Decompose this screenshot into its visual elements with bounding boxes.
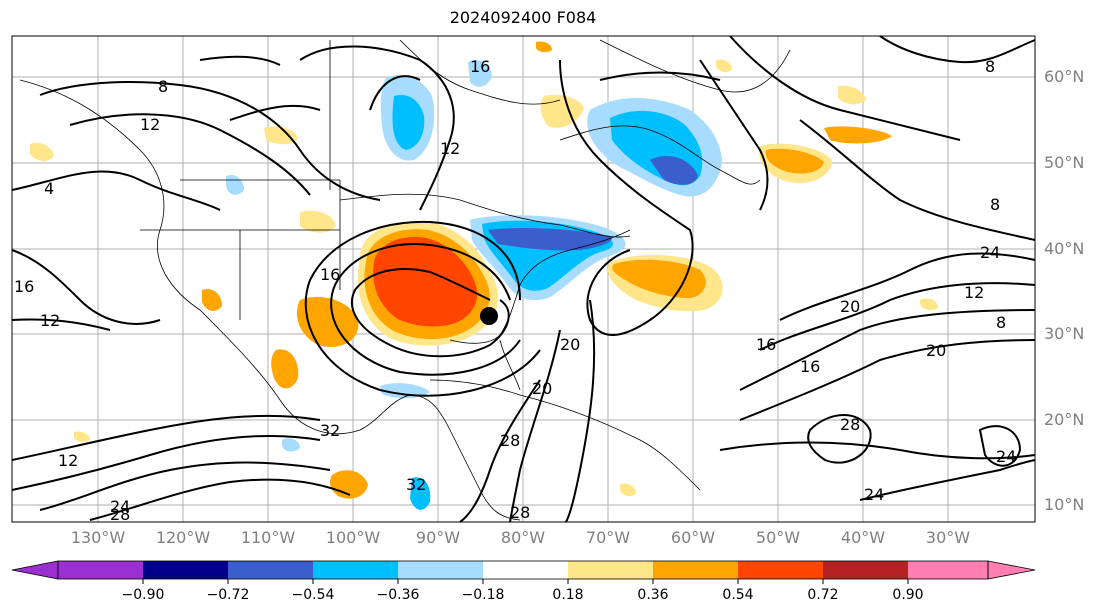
- colorbar-bin: [143, 561, 228, 579]
- storm-center-dot: [480, 307, 498, 325]
- colorbar-tick: −0.36: [376, 587, 420, 603]
- contour-label: 20: [926, 341, 946, 360]
- colorbar-tick: 0.18: [552, 587, 584, 603]
- contour-label: 8: [985, 57, 995, 76]
- contour-label: 16: [14, 277, 34, 296]
- colorbar-tick: 0.36: [637, 587, 669, 603]
- contour-label: 8: [990, 195, 1000, 214]
- lat-label: 50°N: [1044, 153, 1085, 172]
- contour-label: 16: [756, 335, 776, 354]
- shaded-fields: [30, 41, 938, 510]
- lon-label: 80°W: [500, 528, 546, 547]
- colorbar-bin: [908, 561, 988, 579]
- map-border: [11, 35, 1036, 523]
- contour-label: 28: [840, 415, 860, 434]
- contour-label: 28: [510, 503, 530, 522]
- lat-label: 60°N: [1044, 67, 1085, 86]
- colorbar-extend-low: [11, 560, 59, 580]
- contour-label: 32: [406, 475, 426, 494]
- lon-label: 70°W: [585, 528, 631, 547]
- colorbar-tick: −0.54: [291, 587, 335, 603]
- contour-label: 20: [840, 297, 860, 316]
- colorbar-bin: [313, 561, 398, 579]
- colorbar-bin: [398, 561, 483, 579]
- contour-label: 16: [470, 57, 490, 76]
- colorbar-tick: 0.90: [892, 587, 924, 603]
- colorbar-bin: [483, 561, 568, 579]
- contour-label: 24: [996, 447, 1016, 466]
- colorbar-bin: [738, 561, 823, 579]
- lon-label: 100°W: [325, 528, 381, 547]
- lon-label: 90°W: [415, 528, 461, 547]
- map-title: 2024092400 F084: [449, 8, 597, 27]
- lon-label: 110°W: [240, 528, 296, 547]
- contour-label-group: 8 12 16 20 24 28 32 4 16 12 8 16 20 24 2…: [14, 57, 1016, 524]
- contour-label: 12: [440, 139, 460, 158]
- contour-label: 8: [996, 313, 1006, 332]
- colorbar-tick: 0.54: [722, 587, 754, 603]
- lat-label: 10°N: [1044, 495, 1085, 514]
- contour-label: 24: [864, 485, 884, 504]
- colorbar-bin: [653, 561, 738, 579]
- lon-label: 60°W: [670, 528, 716, 547]
- lon-label: 130°W: [70, 528, 126, 547]
- coastlines: [19, 39, 791, 521]
- contour-label: 28: [110, 505, 130, 524]
- contour-lines: [11, 35, 1036, 523]
- colorbar-bin: [58, 561, 143, 579]
- contour-label: 16: [320, 265, 340, 284]
- lat-label: 40°N: [1044, 239, 1085, 258]
- contour-label: 12: [964, 283, 984, 302]
- colorbar-tick: −0.18: [461, 587, 505, 603]
- lon-label: 30°W: [925, 528, 971, 547]
- colorbar-tick: −0.90: [121, 587, 165, 603]
- contour-label: 24: [110, 497, 130, 516]
- lat-label: 30°N: [1044, 324, 1085, 343]
- lon-label: 50°W: [755, 528, 801, 547]
- contour-label: 12: [40, 311, 60, 330]
- lat-label: 20°N: [1044, 410, 1085, 429]
- contour-label: 8: [158, 77, 168, 96]
- lon-label: 120°W: [155, 528, 211, 547]
- colorbar-bin: [228, 561, 313, 579]
- contour-label: 12: [140, 115, 160, 134]
- contour-label: 28: [500, 431, 520, 450]
- colorbar-bin: [568, 561, 653, 579]
- contour-label: 20: [532, 379, 552, 398]
- contour-label: 24: [980, 243, 1000, 262]
- colorbar-tick: 0.72: [807, 587, 839, 603]
- contour-label: 32: [320, 421, 340, 440]
- contour-label: 16: [800, 357, 820, 376]
- colorbar-extend-high: [987, 560, 1036, 580]
- colorbar-bin: [823, 561, 908, 579]
- lon-label: 40°W: [840, 528, 886, 547]
- contour-label: 12: [58, 451, 78, 470]
- contour-label: 20: [560, 335, 580, 354]
- colorbar-tick: −0.72: [206, 587, 250, 603]
- contour-label: 4: [44, 179, 54, 198]
